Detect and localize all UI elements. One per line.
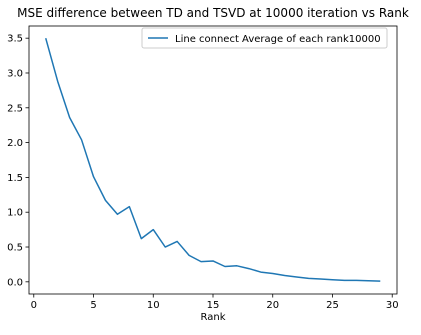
y-tick-label: 2.0	[7, 138, 23, 149]
x-tick-label: 5	[90, 300, 96, 311]
y-tick-label: 0.5	[7, 243, 23, 254]
plot-frame	[28, 25, 398, 295]
legend-label: Line connect Average of each rank10000	[175, 34, 381, 45]
plot-area	[28, 25, 398, 295]
x-tick-label: 15	[207, 300, 220, 311]
legend-box	[141, 27, 388, 49]
y-axis: 0.0 0.5 1.0 1.5 2.0 2.5 3.0 3.5	[7, 34, 29, 288]
y-tick-label: 1.0	[7, 208, 23, 219]
y-tick-label: 3.0	[7, 68, 23, 79]
x-axis: 0 5 10 15 20 25 30	[31, 294, 399, 311]
x-tick-label: 30	[386, 300, 399, 311]
series-layer	[45, 37, 381, 282]
y-tick-label: 3.5	[7, 34, 23, 45]
x-tick-label: 0	[31, 300, 37, 311]
series-line	[45, 37, 381, 282]
chart-title: MSE difference between TD and TSVD at 10…	[17, 6, 409, 20]
y-tick-label: 0.0	[7, 277, 23, 288]
x-tick-label: 20	[266, 300, 279, 311]
y-tick-label: 1.5	[7, 173, 23, 184]
x-tick-label: 25	[326, 300, 339, 311]
x-tick-label: 10	[147, 300, 160, 311]
x-axis-label: Rank	[201, 312, 226, 323]
y-tick-label: 2.5	[7, 103, 23, 114]
legend: Line connect Average of each rank10000	[141, 27, 388, 49]
